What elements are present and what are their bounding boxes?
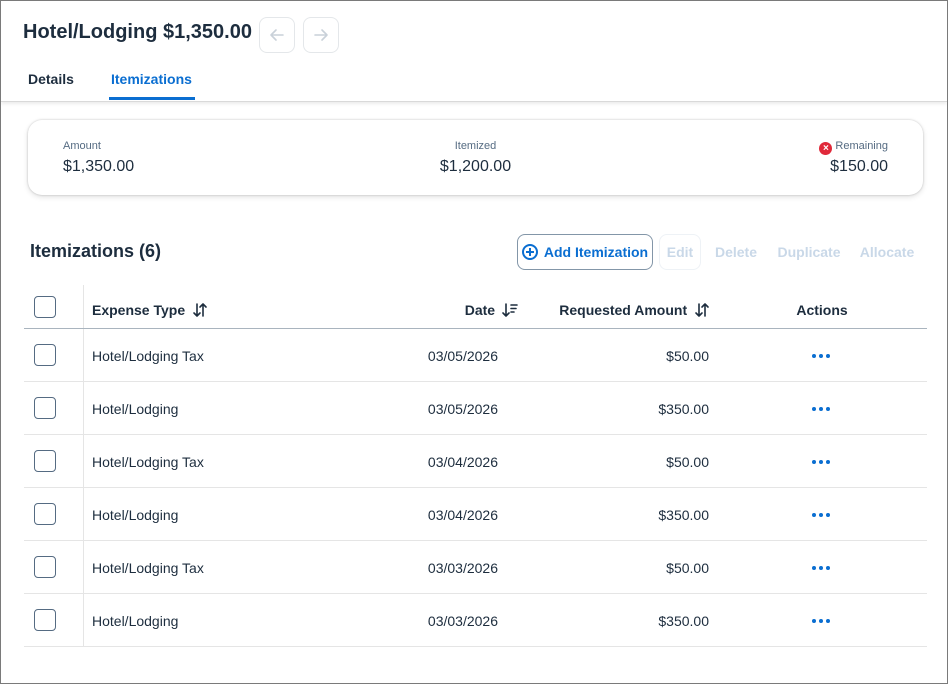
column-divider [83, 594, 84, 646]
more-actions-icon[interactable] [812, 566, 832, 570]
tab-itemizations[interactable]: Itemizations [111, 71, 192, 87]
column-divider [83, 382, 84, 434]
cell-date: 03/05/2026 [427, 401, 498, 417]
itemized-value: $1,200.00 [439, 158, 512, 175]
tab-details[interactable]: Details [28, 71, 74, 87]
column-divider [83, 488, 84, 540]
row-checkbox[interactable] [34, 556, 56, 578]
remaining-value: $150.00 [830, 158, 888, 175]
column-expense-type[interactable]: Expense Type [92, 302, 208, 318]
delete-button[interactable]: Delete [714, 244, 758, 260]
column-requested-amount[interactable]: Requested Amount [544, 302, 710, 318]
active-tab-indicator [109, 97, 195, 100]
table-row[interactable]: Hotel/Lodging 03/03/2026 $350.00 [24, 594, 927, 647]
cell-amount: $50.00 [666, 454, 709, 470]
cell-expense-type: Hotel/Lodging [92, 613, 179, 629]
error-circle-icon: × [819, 142, 833, 155]
table-row[interactable]: Hotel/Lodging Tax 03/05/2026 $50.00 [24, 329, 927, 382]
column-date[interactable]: Date [424, 302, 518, 318]
cell-expense-type: Hotel/Lodging [92, 401, 179, 417]
cell-amount: $350.00 [658, 613, 709, 629]
more-actions-icon[interactable] [812, 407, 832, 411]
cell-date: 03/03/2026 [427, 560, 498, 576]
add-itemization-button[interactable]: Add Itemization [517, 234, 653, 270]
row-checkbox[interactable] [34, 397, 56, 419]
next-button[interactable] [303, 17, 339, 53]
more-actions-icon[interactable] [812, 619, 832, 623]
sort-icon [695, 303, 709, 317]
itemizations-title: Itemizations (6) [30, 241, 162, 261]
page-header: Hotel/Lodging $1,350.00 Details Itemizat… [1, 1, 947, 102]
amount-label: Amount [63, 140, 101, 152]
sort-descending-icon [502, 303, 518, 317]
duplicate-button[interactable]: Duplicate [777, 244, 841, 260]
requested-amount-header-label: Requested Amount [559, 302, 688, 318]
cell-amount: $350.00 [658, 401, 709, 417]
table-row[interactable]: Hotel/Lodging 03/04/2026 $350.00 [24, 488, 927, 541]
more-actions-icon[interactable] [812, 513, 832, 517]
sort-icon [193, 303, 207, 317]
column-divider [83, 329, 84, 381]
add-itemization-label: Add Itemization [543, 244, 649, 260]
amount-value: $1,350.00 [63, 158, 135, 175]
select-all-checkbox[interactable] [34, 296, 56, 318]
cell-expense-type: Hotel/Lodging Tax [92, 560, 204, 576]
cell-expense-type: Hotel/Lodging Tax [92, 348, 204, 364]
more-actions-icon[interactable] [812, 460, 832, 464]
cell-amount: $50.00 [666, 560, 709, 576]
remaining-label: Remaining [835, 140, 888, 152]
column-divider [83, 541, 84, 593]
cell-expense-type: Hotel/Lodging [92, 507, 179, 523]
remaining-label-wrap: × Remaining [819, 140, 888, 155]
column-divider [83, 435, 84, 487]
arrow-right-icon [314, 29, 328, 41]
cell-date: 03/04/2026 [427, 507, 498, 523]
summary-card: Amount $1,350.00 Itemized $1,200.00 × Rem… [28, 120, 923, 195]
table-row[interactable]: Hotel/Lodging 03/05/2026 $350.00 [24, 382, 927, 435]
cell-amount: $350.00 [658, 507, 709, 523]
cell-date: 03/04/2026 [427, 454, 498, 470]
edit-button[interactable]: Edit [659, 234, 701, 270]
row-checkbox[interactable] [34, 344, 56, 366]
add-circle-icon [521, 244, 538, 260]
table-body: Hotel/Lodging Tax 03/05/2026 $50.00 Hote… [24, 329, 927, 647]
date-header-label: Date [464, 302, 496, 318]
column-actions: Actions [796, 302, 848, 318]
itemized-label: Itemized [454, 140, 497, 152]
row-checkbox[interactable] [34, 609, 56, 631]
more-actions-icon[interactable] [812, 354, 832, 358]
allocate-button[interactable]: Allocate [859, 244, 915, 260]
table-header: Expense Type Date Requested Amount Actio… [24, 285, 927, 329]
cell-expense-type: Hotel/Lodging Tax [92, 454, 204, 470]
table-row[interactable]: Hotel/Lodging Tax 03/03/2026 $50.00 [24, 541, 927, 594]
arrow-left-icon [270, 29, 284, 41]
row-checkbox[interactable] [34, 503, 56, 525]
itemizations-table: Expense Type Date Requested Amount Actio… [24, 285, 927, 647]
column-divider [83, 285, 84, 328]
expense-type-header-label: Expense Type [92, 302, 186, 318]
previous-button[interactable] [259, 17, 295, 53]
page-title: Hotel/Lodging $1,350.00 [23, 21, 252, 43]
cell-amount: $50.00 [666, 348, 709, 364]
row-checkbox[interactable] [34, 450, 56, 472]
cell-date: 03/05/2026 [427, 348, 498, 364]
cell-date: 03/03/2026 [427, 613, 498, 629]
table-row[interactable]: Hotel/Lodging Tax 03/04/2026 $50.00 [24, 435, 927, 488]
